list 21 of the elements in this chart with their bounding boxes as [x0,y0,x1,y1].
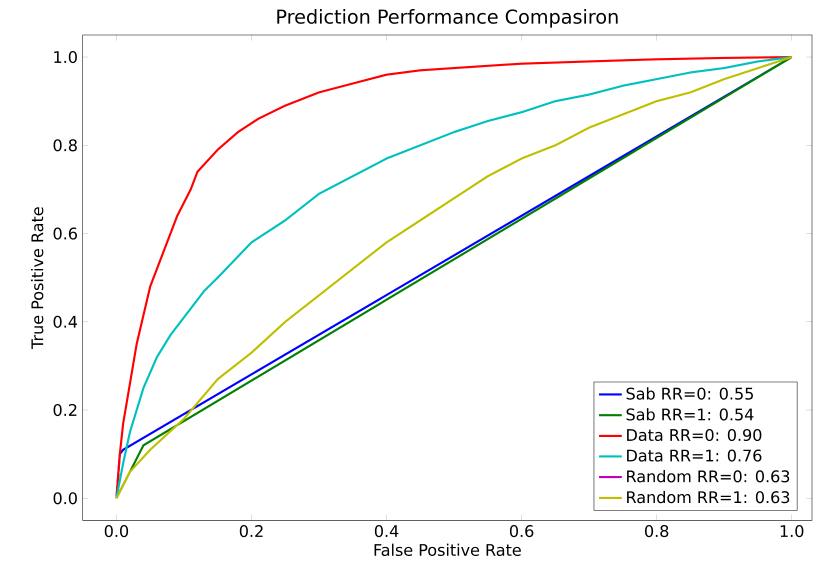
y-tick-label: 0.8 [54,139,77,152]
y-tick-label: 0.2 [54,404,76,416]
y-axis-title: True Positive Rate [30,207,44,349]
legend-label: Data RR=0: 0.90 [627,428,762,442]
y-tick-label: 1.0 [54,51,77,64]
x-tick-label: 0.0 [104,525,128,538]
x-axis-title: False Positive Rate [374,544,521,556]
legend-label: Data RR=1: 0.76 [627,449,762,462]
y-tick-label: 0.4 [54,316,78,328]
legend-label: Sab RR=1: 0.54 [626,408,754,421]
x-tick-label: 0.4 [374,525,398,538]
x-tick-label: 1.0 [780,525,804,538]
legend-label: Sab RR=0: 0.55 [626,387,753,400]
x-tick-label: 0.6 [510,525,534,538]
y-tick-label: 0.6 [54,227,77,240]
legend-label: Random RR=1: 0.63 [627,490,790,504]
chart-title: Prediction Performance Compasiron [277,9,618,28]
x-tick-label: 0.8 [645,525,668,538]
legend-label: Random RR=0: 0.63 [627,470,790,482]
x-tick-label: 0.2 [240,525,263,538]
y-tick-label: 0.0 [54,492,77,504]
